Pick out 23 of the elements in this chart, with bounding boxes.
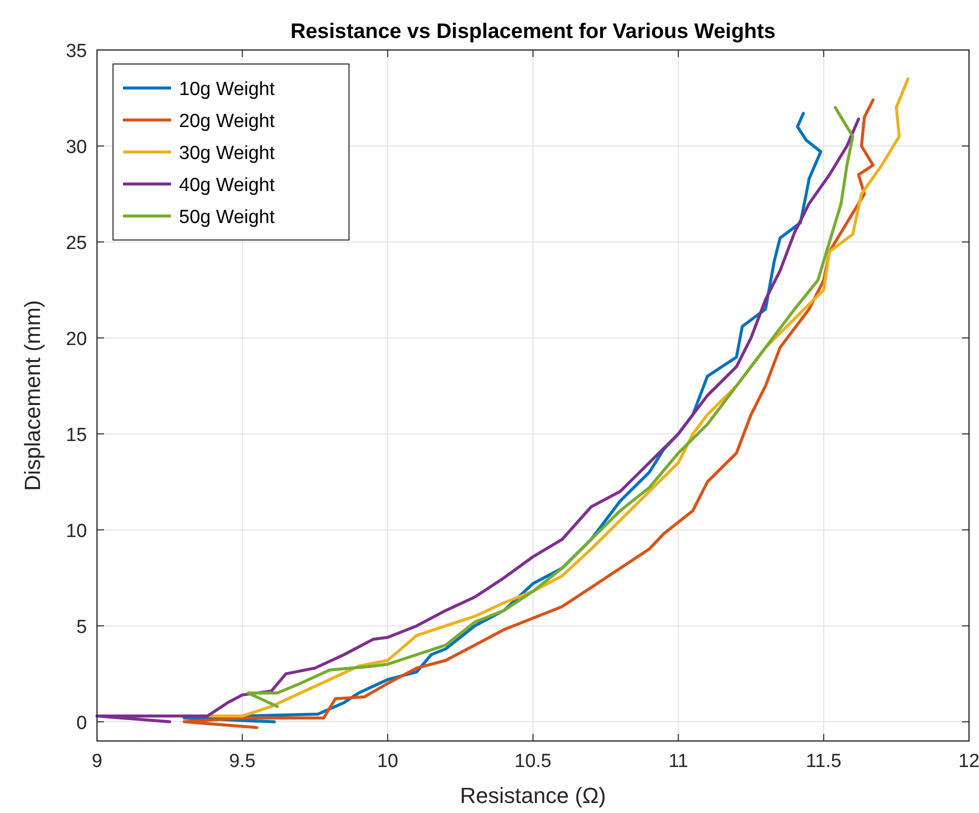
y-tick-label: 15 [66, 424, 87, 446]
x-tick-label: 11 [668, 751, 688, 772]
x-tick-label: 11.5 [806, 751, 842, 772]
legend-label: 20g Weight [179, 111, 276, 132]
legend-label: 10g Weight [179, 79, 276, 100]
x-tick-label: 10.5 [514, 751, 552, 772]
y-axis-title: Displacement (mm) [20, 300, 45, 491]
chart-title: Resistance vs Displacement for Various Weights [290, 20, 776, 43]
x-tick-label: 9.5 [229, 751, 256, 772]
x-tick-label: 10 [377, 751, 398, 772]
y-tick-label: 0 [76, 712, 87, 734]
legend-label: 40g Weight [179, 175, 276, 196]
x-tick-label: 9 [92, 751, 102, 772]
x-tick-label: 12 [958, 751, 979, 772]
legend-label: 30g Weight [179, 143, 276, 164]
x-axis-title: Resistance (Ω) [460, 783, 606, 808]
y-tick-label: 10 [66, 520, 87, 542]
y-tick-label: 35 [66, 41, 87, 62]
y-tick-label: 5 [76, 616, 87, 638]
legend-label: 50g Weight [179, 207, 276, 228]
y-tick-label: 20 [66, 328, 87, 350]
y-tick-label: 30 [66, 136, 87, 158]
y-tick-label: 25 [66, 232, 87, 254]
